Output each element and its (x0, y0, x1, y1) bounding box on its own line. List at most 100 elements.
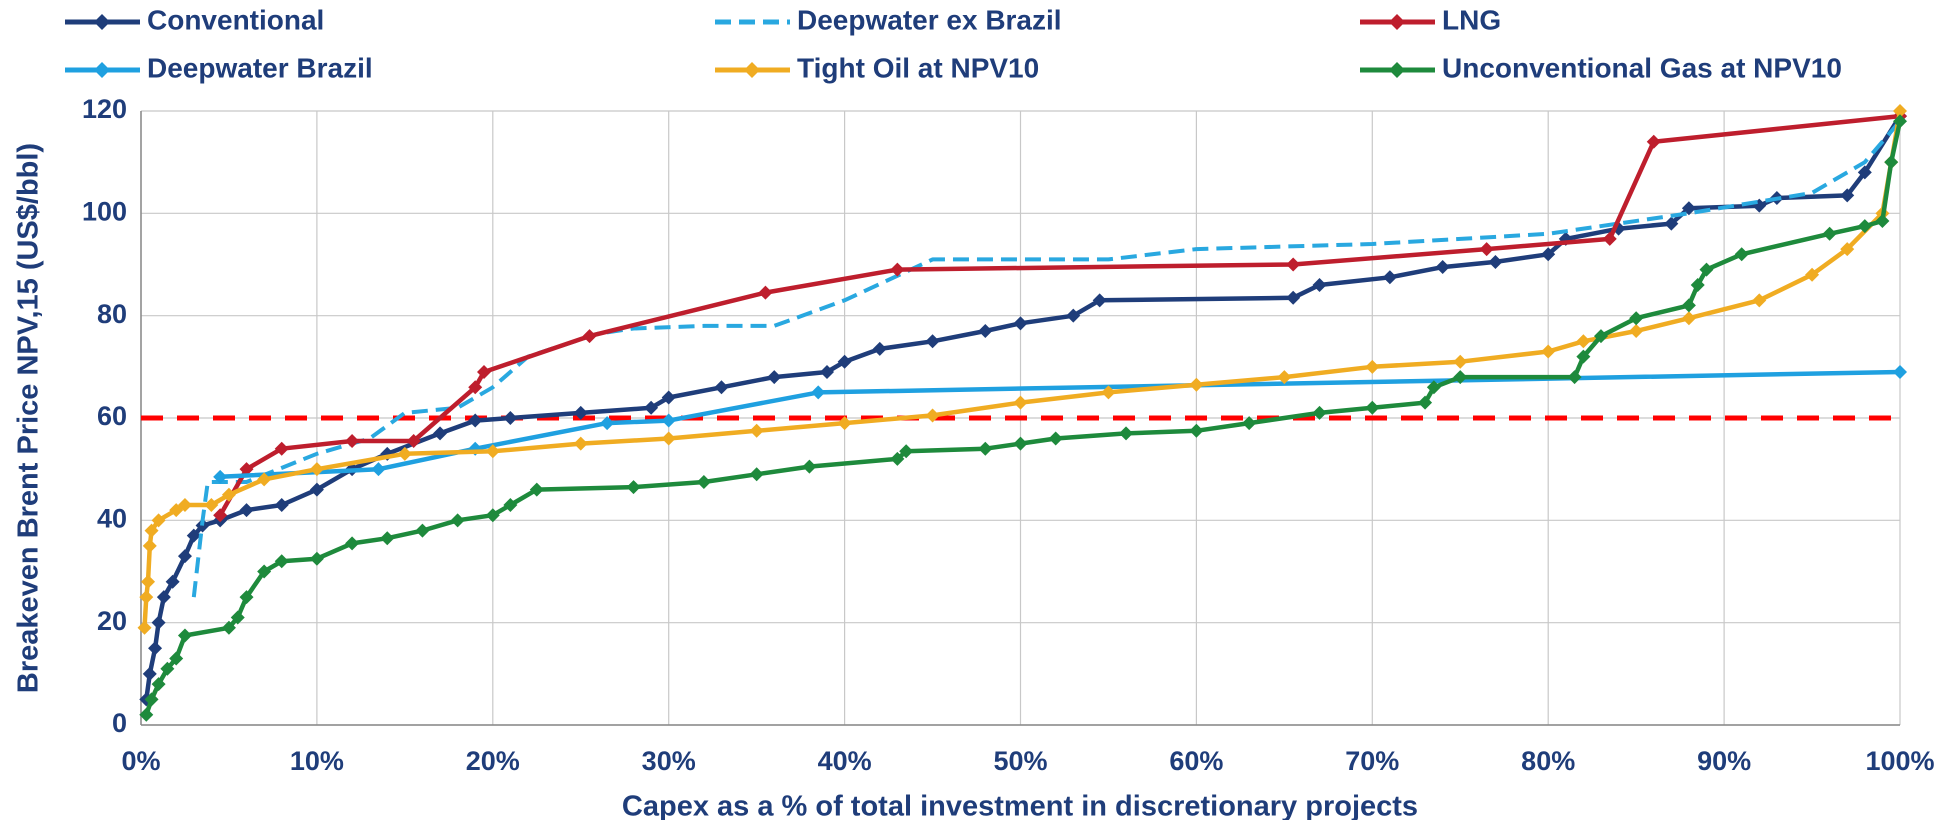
data-point (239, 462, 254, 477)
data-point (626, 480, 641, 495)
data-point (1312, 405, 1327, 420)
x-tick-label: 10% (290, 746, 344, 776)
data-point (309, 482, 324, 497)
data-point (1875, 214, 1890, 229)
data-point (257, 472, 272, 487)
legend-marker (1389, 14, 1405, 30)
data-point (213, 508, 228, 523)
data-point (1541, 247, 1556, 262)
legend-marker (1389, 62, 1405, 78)
data-point (165, 574, 180, 589)
data-point (309, 551, 324, 566)
data-point (1286, 290, 1301, 305)
data-point (1690, 277, 1705, 292)
legend-label: Tight Oil at NPV10 (797, 52, 1039, 83)
data-point (309, 462, 324, 477)
data-point (1857, 165, 1872, 180)
data-point (468, 413, 483, 428)
data-point (477, 364, 492, 379)
data-point (1893, 104, 1907, 118)
data-point (1752, 293, 1767, 308)
data-point (148, 641, 163, 656)
data-point (1453, 354, 1468, 369)
data-point (1629, 311, 1644, 326)
data-point (213, 469, 228, 484)
data-point (1576, 349, 1591, 364)
data-point (925, 408, 940, 423)
data-point (1189, 377, 1204, 392)
data-point (1013, 436, 1028, 451)
data-point (415, 523, 430, 538)
data-point (468, 380, 483, 395)
data-point (204, 497, 219, 512)
x-tick-label: 30% (642, 746, 696, 776)
x-axis-title: Capex as a % of total investment in disc… (622, 791, 1418, 820)
data-point (151, 677, 166, 692)
data-point (802, 459, 817, 474)
data-point (1479, 242, 1494, 257)
legend-label: Unconventional Gas at NPV10 (1442, 52, 1842, 83)
data-point (1893, 364, 1907, 379)
data-point (397, 446, 412, 461)
data-point (1453, 370, 1468, 385)
data-point (1857, 219, 1872, 234)
data-point (274, 441, 289, 456)
data-point (142, 666, 157, 681)
data-point (1013, 316, 1028, 331)
data-point (872, 341, 887, 356)
data-point (1101, 385, 1116, 400)
data-point (177, 497, 192, 512)
series-line (191, 119, 1902, 598)
data-point (1646, 134, 1661, 149)
data-point (1681, 201, 1696, 216)
data-point (239, 590, 254, 605)
data-point (1426, 380, 1441, 395)
data-point (837, 416, 852, 431)
legend-marker (94, 14, 110, 30)
data-point (767, 370, 782, 385)
data-point (1576, 334, 1591, 349)
data-point (1119, 426, 1134, 441)
data-point (160, 661, 175, 676)
data-point (274, 554, 289, 569)
data-point (714, 380, 729, 395)
data-point (758, 285, 773, 300)
data-point (644, 400, 659, 415)
data-point (529, 482, 544, 497)
x-tick-label: 20% (466, 746, 520, 776)
data-point (573, 436, 588, 451)
y-tick-label: 0 (112, 708, 127, 738)
data-point (696, 474, 711, 489)
data-point (144, 692, 159, 707)
data-point (1435, 260, 1450, 275)
data-point (406, 434, 421, 449)
y-tick-label: 80 (97, 299, 127, 329)
data-point (1699, 262, 1714, 277)
data-point (1013, 395, 1028, 410)
data-point (433, 426, 448, 441)
x-tick-label: 90% (1697, 746, 1751, 776)
data-point (239, 503, 254, 518)
x-tick-label: 0% (121, 746, 160, 776)
data-point (137, 620, 152, 635)
data-point (1734, 247, 1749, 262)
series-line (142, 110, 1903, 628)
data-point (345, 536, 360, 551)
data-point (151, 513, 166, 528)
data-point (1567, 370, 1582, 385)
data-point (380, 531, 395, 546)
data-point (1840, 188, 1855, 203)
data-point (1884, 155, 1899, 170)
data-point (573, 405, 588, 420)
y-tick-label: 40 (97, 503, 127, 533)
legend-label: Conventional (147, 4, 324, 35)
data-point (820, 364, 835, 379)
data-point (1312, 277, 1327, 292)
data-point (899, 444, 914, 459)
x-tick-label: 50% (993, 746, 1047, 776)
data-point (1681, 298, 1696, 313)
legend-label: LNG (1442, 4, 1501, 35)
data-point (1365, 359, 1380, 374)
data-point (1382, 270, 1397, 285)
y-tick-label: 100 (82, 196, 127, 226)
